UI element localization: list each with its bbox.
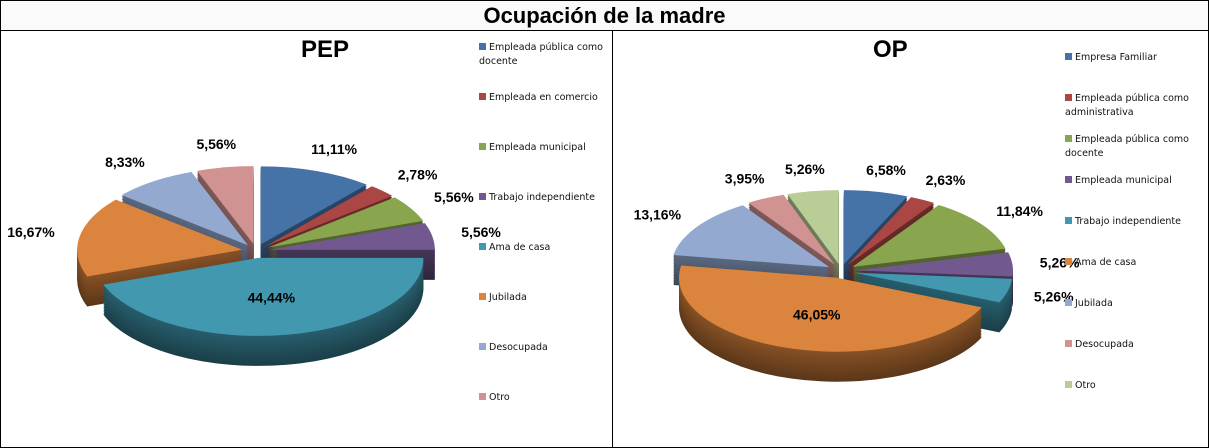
pie-chart: 11,11% 2,78% 5,56% 5,56% 44,44% 16,67% 8,33% 5,… — [7, 136, 501, 366]
legend-swatch — [479, 243, 486, 250]
legend-label: Empleada pública como docente — [1065, 134, 1189, 159]
legend-swatch — [479, 93, 486, 100]
pie-slice-top — [103, 257, 424, 336]
pie-slice-top — [843, 190, 908, 265]
data-label: 5,56% — [461, 224, 501, 240]
legend-swatch — [1065, 217, 1072, 224]
pie-slice — [679, 265, 982, 382]
legend-label: Otro — [489, 392, 510, 403]
legend-item: Ama de casa — [479, 241, 604, 255]
legend-swatch — [479, 43, 486, 50]
data-label: 5,26% — [1034, 288, 1074, 304]
pie-slice-top — [197, 166, 254, 245]
pie-slice-top — [854, 252, 1013, 277]
legend-label: Empleada pública como administrativa — [1065, 93, 1189, 118]
data-label: 2,63% — [926, 172, 966, 188]
legend-label: Desocupada — [1075, 339, 1134, 350]
legend-swatch — [1065, 340, 1072, 347]
legend-label: Trabajo independiente — [489, 192, 595, 203]
legend-item: Trabajo independiente — [479, 191, 604, 205]
data-label: 8,33% — [105, 154, 145, 170]
pie-title: OP — [873, 36, 908, 63]
legend-swatch — [1065, 53, 1072, 60]
legend-label: Empleada en comercio — [489, 92, 598, 103]
data-label: 5,56% — [434, 189, 474, 205]
legend-label: Trabajo independiente — [1075, 216, 1181, 227]
legend-label: Ama de casa — [1075, 257, 1137, 268]
legend-swatch — [479, 293, 486, 300]
data-label: 13,16% — [634, 207, 682, 223]
legend-swatch — [479, 193, 486, 200]
legend-label: Jubilada — [1075, 298, 1113, 309]
legend-item: Empleada pública como docente — [1065, 133, 1190, 161]
legend-label: Empleada municipal — [1075, 175, 1172, 186]
legend-item: Ama de casa — [1065, 256, 1190, 270]
data-label: 11,11% — [311, 141, 357, 157]
legend-label: Desocupada — [489, 342, 548, 353]
chart-title: Ocupación de la madre — [1, 1, 1208, 31]
legend-item: Jubilada — [479, 291, 604, 305]
legend-swatch — [1065, 94, 1072, 101]
pie-slice — [77, 199, 243, 307]
legend-item: Empleada municipal — [1065, 174, 1190, 188]
legend-swatch — [479, 393, 486, 400]
pie-slice-top — [787, 190, 839, 265]
pie-slice-top — [854, 272, 1013, 303]
pie-panel-pep: PEP 11,11% 2,78% 5,56% 5,56% 44,44% 16,67% 8,33… — [1, 31, 613, 447]
pie-title: PEP — [301, 36, 350, 63]
pie-slice-top — [121, 171, 248, 246]
pie-slice — [103, 257, 424, 366]
legend-item: Otro — [1065, 379, 1190, 393]
legend-swatch — [1065, 258, 1072, 265]
legend-label: Otro — [1075, 380, 1096, 391]
legend-label: Ama de casa — [489, 242, 551, 253]
legend-label: Empleada municipal — [489, 142, 586, 153]
legend-item: Desocupada — [1065, 338, 1190, 352]
legend-item: Desocupada — [479, 341, 604, 355]
legend-item: Empleada municipal — [479, 141, 604, 155]
legend-item: Jubilada — [1065, 297, 1190, 311]
legend-item: Otro — [479, 391, 604, 405]
legend-item: Empleada en comercio — [479, 91, 604, 105]
pie-chart: 6,58% 2,63% 11,84% 5,26% 5,26% 46,05% 13,16% 3,… — [634, 161, 1080, 382]
pie-slice-top — [673, 205, 830, 268]
data-label: 44,44% — [248, 289, 296, 305]
data-label: 5,56% — [196, 136, 236, 152]
data-label: 46,05% — [793, 307, 841, 323]
legend-item: Trabajo independiente — [1065, 215, 1190, 229]
pie-slice-top — [847, 197, 935, 265]
legend-item: Empleada pública como docente — [479, 41, 604, 69]
legend-item: Empleada pública como administrativa — [1065, 92, 1190, 120]
legend-swatch — [479, 143, 486, 150]
data-label: 2,78% — [398, 166, 438, 182]
legend-swatch — [1065, 299, 1072, 306]
legend-item: Empresa Familiar — [1065, 51, 1190, 65]
legend-label: Empleada pública como docente — [479, 42, 603, 67]
pie-slice-top — [269, 223, 435, 250]
legend-swatch — [1065, 381, 1072, 388]
pie-slice-top — [260, 166, 367, 245]
pie-slice-top — [77, 199, 243, 277]
data-label: 11,84% — [996, 203, 1043, 219]
pie-slice-top — [265, 186, 393, 247]
data-label: 6,58% — [866, 162, 906, 178]
pie-slice-top — [679, 265, 982, 352]
legend-label: Empresa Familiar — [1075, 52, 1157, 63]
pie-slice-top — [268, 197, 424, 248]
legend-swatch — [479, 343, 486, 350]
data-label: 5,26% — [785, 161, 825, 177]
data-label: 3,95% — [725, 170, 765, 186]
data-label: 16,67% — [7, 224, 55, 240]
pie-slice-top — [748, 194, 835, 265]
legend-label: Jubilada — [489, 292, 527, 303]
legend-swatch — [1065, 135, 1072, 142]
legend-swatch — [1065, 176, 1072, 183]
pie-panel-op: OP 6,58% 2,63% 11,84% 5,26% 5,26% 46,05% 13,16%… — [613, 31, 1208, 447]
pie-slice-top — [852, 204, 1006, 267]
